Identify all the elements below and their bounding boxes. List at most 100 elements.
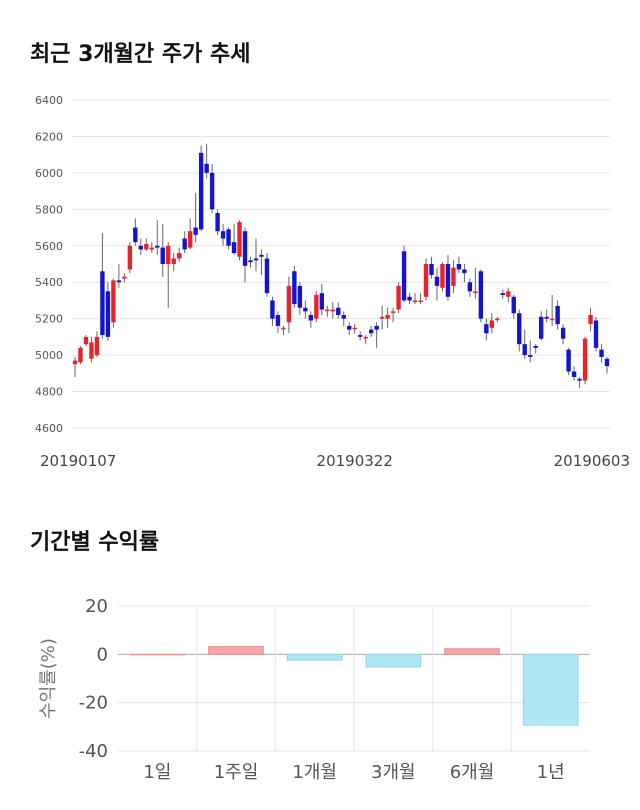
candle-body	[144, 243, 149, 250]
y-tick-label: 6400	[35, 94, 63, 107]
candle-body	[286, 285, 292, 323]
return-bar	[444, 648, 500, 655]
candle-body	[138, 245, 144, 250]
return-bar	[208, 646, 264, 655]
candle-body	[363, 336, 368, 339]
candle-body	[484, 324, 489, 334]
candle-body	[434, 276, 440, 286]
y-tick-label: 5000	[35, 349, 63, 362]
candle-body	[358, 335, 363, 337]
candle-body	[451, 267, 456, 286]
candle-body	[319, 293, 324, 310]
x-tick-label: 20190322	[317, 452, 393, 470]
returns-chart-title: 기간별 수익률	[30, 530, 160, 555]
candle-body	[204, 163, 209, 173]
candle-body	[78, 347, 83, 363]
candle-body	[571, 371, 577, 377]
y-tick-label: 5400	[35, 276, 63, 289]
x-tick-label: 6개월	[450, 762, 495, 783]
candle-body	[209, 172, 215, 210]
candle-body	[127, 245, 133, 270]
candle-body	[478, 271, 484, 319]
candle-body	[111, 280, 116, 323]
y-tick-label: 6000	[35, 167, 63, 180]
candle-body	[462, 269, 467, 274]
candle-body	[495, 318, 500, 321]
y-tick-label: 5600	[35, 240, 63, 253]
return-bar	[129, 653, 186, 656]
y-tick-label: 6200	[35, 130, 63, 143]
candle-body	[368, 329, 374, 334]
y-tick-label: 4800	[35, 386, 63, 399]
candle-body	[100, 271, 105, 336]
candle-body	[122, 276, 127, 279]
return-bar	[286, 653, 343, 661]
return-bar	[522, 653, 579, 726]
candle-body	[94, 336, 100, 356]
candle-body	[533, 346, 538, 348]
candle-body	[177, 253, 182, 259]
y-tick-label: 4600	[35, 422, 63, 435]
x-tick-label: 1주일	[214, 762, 259, 783]
x-tick-label: 20190603	[554, 452, 630, 470]
candle-body	[467, 282, 473, 292]
candle-body	[506, 291, 511, 297]
candle-body	[538, 316, 544, 339]
candle-body	[522, 344, 527, 356]
candle-body	[182, 238, 187, 250]
candle-body	[489, 320, 495, 328]
candle-body	[379, 316, 385, 319]
candle-body	[396, 285, 401, 310]
candle-body	[429, 264, 434, 275]
candle-body	[418, 300, 423, 302]
candle-body	[352, 327, 357, 330]
candle-body	[166, 245, 171, 264]
candle-body	[303, 307, 308, 312]
returns-bar-chart: 20 0 -20 -40 수익률(%) 1일 1주일 1개월 3개월 6개월 1년	[38, 596, 590, 783]
x-tick-label: 1년	[537, 762, 565, 783]
candle-body	[83, 336, 89, 345]
candle-body	[160, 247, 165, 264]
candle-body	[599, 349, 604, 357]
y-tick-label: -40	[79, 741, 108, 762]
candle-body	[149, 247, 154, 250]
y-tick-label: 5800	[35, 203, 63, 216]
candle-body	[347, 325, 352, 330]
candle-body	[555, 305, 560, 325]
candle-body	[517, 313, 522, 345]
candle-body	[330, 309, 335, 312]
candle-body	[528, 355, 533, 357]
candle-body	[401, 251, 407, 301]
candle-body	[588, 315, 593, 325]
candle-body	[171, 258, 176, 264]
candle-body	[582, 338, 588, 381]
candle-body	[500, 293, 505, 295]
candle-body	[604, 358, 610, 367]
candle-body	[423, 264, 429, 297]
candle-body	[390, 311, 396, 313]
candle-body	[325, 309, 330, 312]
candle-body	[237, 222, 242, 257]
candle-body	[231, 242, 237, 254]
candle-body	[374, 325, 379, 330]
candle-body	[456, 264, 462, 270]
candle-body	[385, 315, 390, 319]
candle-body	[259, 254, 264, 257]
y-axis-label: 수익률(%)	[38, 638, 59, 719]
candle-body	[220, 231, 226, 239]
candle-body	[193, 227, 198, 235]
candle-body	[473, 291, 478, 294]
candle-body	[544, 316, 549, 319]
candle-body	[242, 231, 248, 266]
y-tick-label: 0	[97, 644, 108, 665]
candle-body	[566, 349, 571, 372]
candle-body	[133, 227, 138, 243]
candle-body	[341, 315, 346, 319]
candle-body	[560, 327, 566, 339]
candle-body	[116, 280, 122, 283]
candle-body	[198, 152, 204, 230]
candle-body	[292, 271, 297, 305]
candle-body	[155, 245, 160, 248]
y-tick-label: 20	[85, 596, 108, 617]
x-tick-label: 1일	[143, 762, 171, 783]
